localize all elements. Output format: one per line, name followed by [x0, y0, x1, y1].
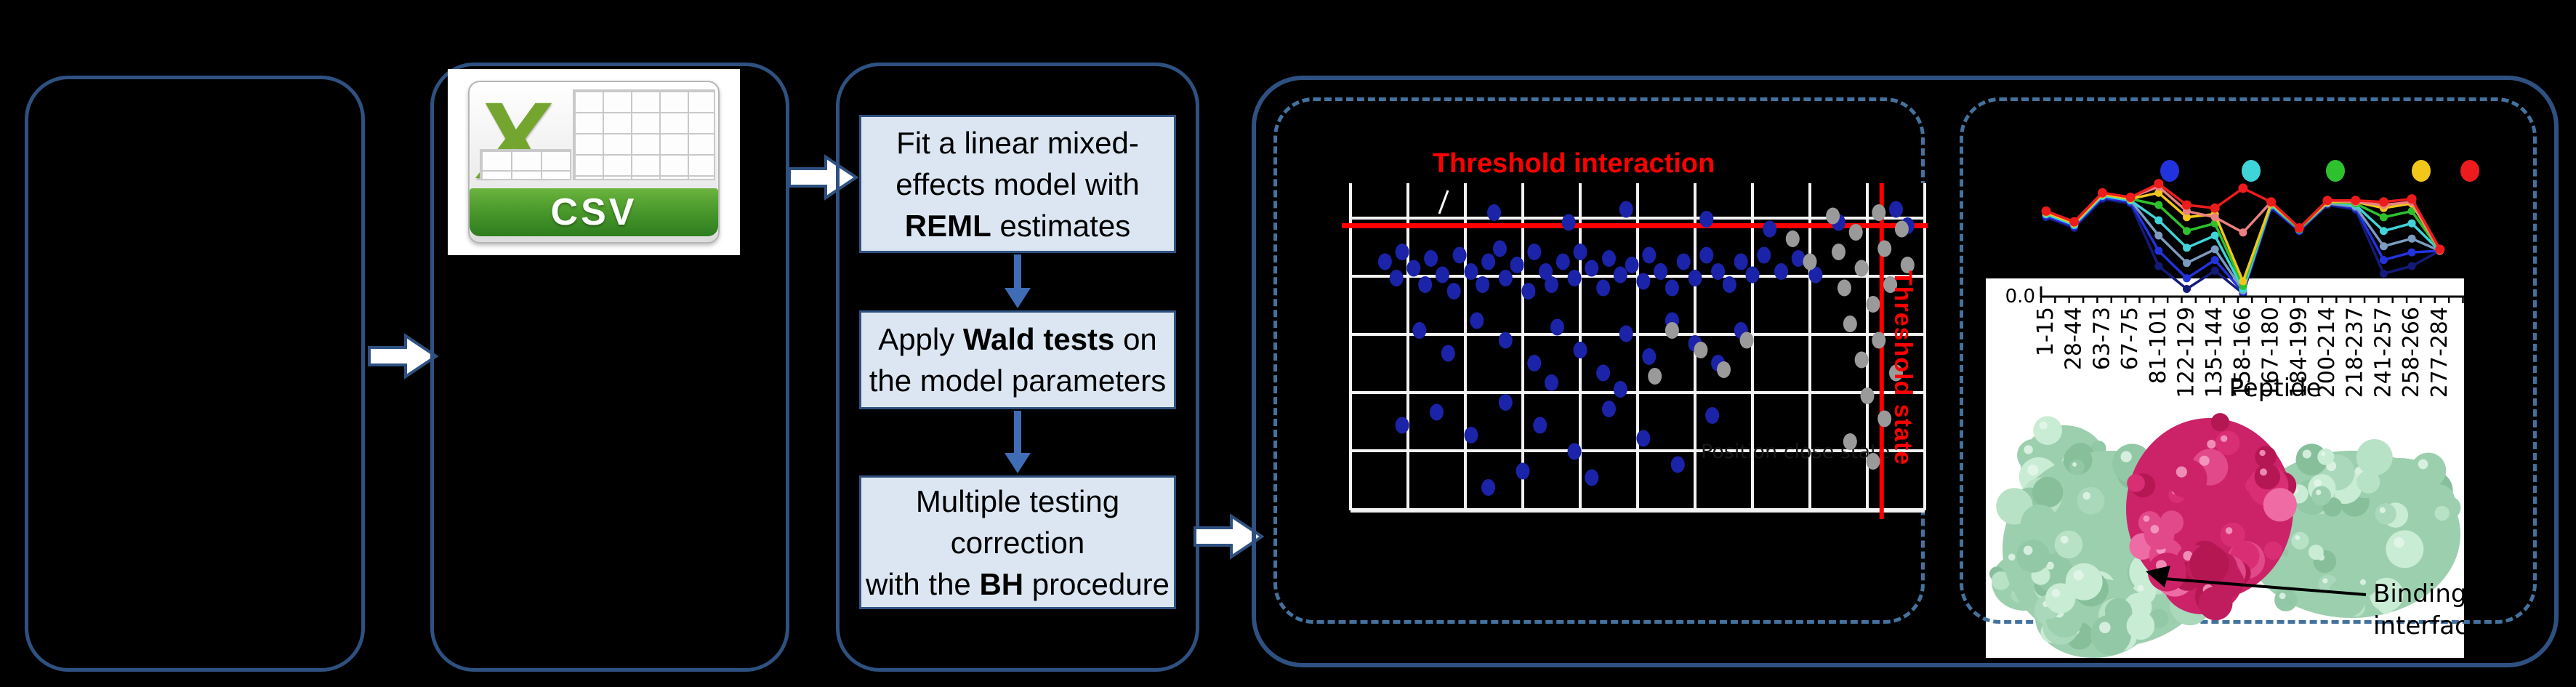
step-text-line: Apply Wald tests on	[878, 322, 1157, 356]
svg-text:63-73: 63-73	[2089, 307, 2114, 370]
flow-arrow-2-icon	[788, 154, 859, 201]
step-text-line: the model parameters	[869, 363, 1167, 398]
step-bh-correction-box: Multiple testing correction with the BH pr…	[859, 475, 1176, 609]
down-arrow-2-icon	[1005, 411, 1031, 473]
svg-text:135-144: 135-144	[2202, 307, 2227, 398]
csv-label: CSV	[550, 191, 637, 233]
panel-results	[1252, 76, 2559, 667]
svg-text:Binding: Binding	[2373, 579, 2464, 608]
svg-text:28-44: 28-44	[2061, 307, 2087, 370]
svg-text:0.0: 0.0	[2005, 286, 2035, 308]
excel-x-glyph: X	[472, 81, 558, 201]
csv-label-band: CSV	[470, 188, 718, 236]
spreadsheet-grid-large	[573, 89, 715, 180]
csv-file-icon: X CSV	[468, 81, 720, 244]
down-arrow-1-icon	[1005, 254, 1031, 308]
svg-text:167-180: 167-180	[2258, 307, 2284, 398]
step-text-line: effects model with	[895, 166, 1140, 201]
step-text-line: correction	[950, 525, 1085, 560]
panel-csv	[430, 63, 789, 672]
step-wald-tests-box: Apply Wald tests on the model parameters	[859, 310, 1176, 409]
svg-text:81-101: 81-101	[2146, 307, 2171, 384]
svg-text:interface: interface	[2373, 611, 2464, 640]
flow-arrow-1-icon	[368, 333, 439, 379]
threshold-scatter-plot: Position close state	[1342, 183, 1928, 519]
svg-text:122-129: 122-129	[2174, 307, 2199, 398]
step-fit-model-box: Fit a linear mixed-effects model with REM…	[859, 115, 1176, 253]
svg-text:277-284: 277-284	[2427, 307, 2452, 398]
protein-structure-figure: Binding interface	[1989, 413, 2464, 658]
step-text-line: REML estimates	[904, 208, 1131, 243]
step-text-line: Multiple testing	[915, 483, 1120, 518]
deuterium-uptake-chart: 0.01-15 28-44 63-73 67-75 81-101 122-129 135-1…	[2005, 160, 2479, 403]
svg-text:184-199: 184-199	[2286, 307, 2311, 398]
svg-text:67-75: 67-75	[2117, 307, 2143, 370]
step-text-line: with the BH procedure	[866, 566, 1170, 601]
binding-interface-label: Binding interface	[2373, 579, 2464, 640]
threshold-state-label: Threshold state	[1889, 270, 1917, 466]
flow-arrow-3-icon	[1194, 513, 1265, 560]
spreadsheet-grid-small	[480, 149, 571, 180]
subpanel-uptake	[1960, 97, 2537, 624]
svg-text:258-266: 258-266	[2399, 307, 2424, 398]
svg-text:218-237: 218-237	[2343, 307, 2368, 398]
svg-text:1-15: 1-15	[2033, 307, 2058, 356]
scatter-title: Threshold interaction	[1432, 148, 1715, 179]
panel-pipeline	[836, 63, 1199, 672]
panel-input	[25, 76, 365, 672]
svg-text:Peptide: Peptide	[2229, 374, 2321, 403]
svg-text:Position close state: Position close state	[1701, 441, 1890, 463]
step-text-line: Fit a linear mixed-	[896, 125, 1139, 160]
svg-text:241-257: 241-257	[2370, 307, 2396, 398]
svg-text:200-214: 200-214	[2314, 307, 2340, 398]
svg-text:158-166: 158-166	[2230, 307, 2255, 398]
